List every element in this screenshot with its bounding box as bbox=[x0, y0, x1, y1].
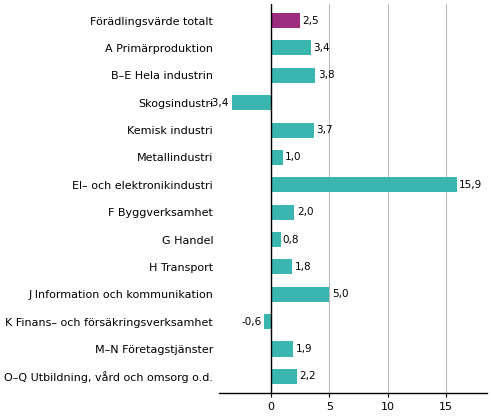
Bar bbox=[271, 40, 311, 55]
Bar bbox=[271, 177, 457, 192]
Text: 3,4: 3,4 bbox=[313, 43, 330, 53]
Text: 2,2: 2,2 bbox=[299, 371, 316, 381]
Bar bbox=[271, 123, 314, 138]
Bar bbox=[271, 68, 316, 83]
Text: 3,8: 3,8 bbox=[318, 70, 334, 80]
Bar bbox=[271, 369, 297, 384]
Text: 15,9: 15,9 bbox=[459, 180, 482, 190]
Bar bbox=[271, 150, 283, 165]
Bar bbox=[271, 205, 295, 220]
Text: -3,4: -3,4 bbox=[209, 98, 229, 108]
Text: 0,8: 0,8 bbox=[283, 235, 300, 245]
Bar bbox=[271, 287, 329, 302]
Bar bbox=[232, 95, 271, 110]
Bar bbox=[264, 314, 271, 329]
Bar bbox=[271, 342, 293, 357]
Bar bbox=[271, 13, 300, 28]
Text: 1,0: 1,0 bbox=[285, 152, 301, 162]
Text: 5,0: 5,0 bbox=[332, 289, 348, 299]
Text: 1,9: 1,9 bbox=[296, 344, 312, 354]
Bar bbox=[271, 232, 280, 247]
Text: 2,5: 2,5 bbox=[302, 15, 319, 26]
Text: 1,8: 1,8 bbox=[295, 262, 311, 272]
Text: -0,6: -0,6 bbox=[242, 317, 262, 327]
Text: 2,0: 2,0 bbox=[297, 207, 313, 217]
Bar bbox=[271, 260, 292, 275]
Text: 3,7: 3,7 bbox=[317, 125, 333, 135]
